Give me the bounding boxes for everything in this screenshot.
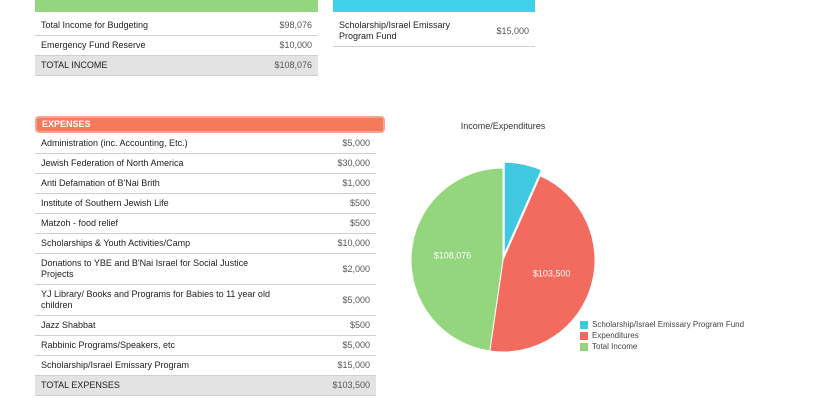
- fund-table: Scholarship/Israel Emissary Program Fund…: [333, 16, 535, 47]
- chart-title: Income/Expenditures: [461, 121, 546, 131]
- table-row: Donations to YBE and B'Nai Israel for So…: [35, 254, 376, 285]
- row-label: Scholarship/Israel Emissary Program: [41, 360, 190, 370]
- row-label: Anti Defamation of B'Nai Brith: [41, 178, 160, 188]
- row-amount: $5,000: [342, 294, 370, 305]
- table-row: YJ Library/ Books and Programs for Babie…: [35, 285, 376, 316]
- row-label: Administration (inc. Accounting, Etc.): [41, 138, 188, 148]
- row-amount: $10,000: [279, 40, 312, 50]
- row-label: Scholarships & Youth Activities/Camp: [41, 238, 191, 248]
- legend-swatch: [580, 343, 588, 351]
- table-row: TOTAL EXPENSES $103,500: [35, 376, 376, 396]
- row-amount: $1,000: [342, 178, 370, 188]
- legend-label: Total Income: [592, 342, 638, 351]
- row-label: Matzoh - food relief: [41, 218, 119, 228]
- row-amount: $98,076: [279, 20, 312, 30]
- legend-label: Scholarship/Israel Emissary Program Fund: [592, 320, 744, 329]
- row-amount: $500: [349, 218, 370, 228]
- fund-header: [333, 0, 535, 12]
- expenses-header: EXPENSES: [35, 116, 385, 133]
- pie-slice: [503, 161, 543, 255]
- row-label: Emergency Fund Reserve: [41, 40, 146, 50]
- row-amount: $15,000: [496, 25, 529, 36]
- row-amount: $10,000: [337, 238, 370, 248]
- row-amount: $2,000: [342, 263, 370, 274]
- table-row: Rabbinic Programs/Speakers, etc $5,000: [35, 336, 376, 356]
- pie-chart: Income/Expenditures $103,500 $108,076 Scho…: [410, 121, 744, 353]
- row-label: Institute of Southern Jewish Life: [41, 198, 169, 208]
- legend-label: Expenditures: [592, 331, 639, 340]
- table-row: Scholarship/Israel Emissary Program Fund…: [333, 16, 535, 47]
- row-label: TOTAL EXPENSES: [41, 380, 120, 390]
- income-header: [35, 0, 318, 12]
- row-label: Rabbinic Programs/Speakers, etc: [41, 340, 176, 350]
- row-amount: $5,000: [342, 138, 370, 148]
- pie-slice: [489, 175, 596, 353]
- table-row: Jazz Shabbat $500: [35, 316, 376, 336]
- table-row: Administration (inc. Accounting, Etc.) $5…: [35, 134, 376, 154]
- table-row: Scholarship/Israel Emissary Program $15,0…: [35, 356, 376, 376]
- row-amount: $108,076: [274, 60, 312, 70]
- pie-slice: [410, 167, 504, 352]
- expenses-title: EXPENSES: [42, 119, 91, 129]
- table-row: Emergency Fund Reserve $10,000: [35, 36, 318, 56]
- row-label: Jazz Shabbat: [41, 320, 96, 330]
- table-row: Scholarships & Youth Activities/Camp $10,…: [35, 234, 376, 254]
- legend-swatch: [580, 321, 588, 329]
- legend-swatch: [580, 332, 588, 340]
- row-label: Jewish Federation of North America: [41, 158, 184, 168]
- income-table: Total Income for Budgeting $98,076 Emergen…: [35, 16, 318, 76]
- slice-label: $103,500: [533, 268, 571, 278]
- row-amount: $5,000: [342, 340, 370, 350]
- row-amount: $500: [349, 320, 370, 330]
- row-amount: $30,000: [337, 158, 370, 168]
- row-label: Donations to YBE and B'Nai Israel for So…: [41, 258, 249, 279]
- row-label: Scholarship/Israel Emissary Program Fund: [339, 20, 451, 41]
- row-label: TOTAL INCOME: [41, 60, 108, 70]
- table-row: Institute of Southern Jewish Life $500: [35, 194, 376, 214]
- table-row: Anti Defamation of B'Nai Brith $1,000: [35, 174, 376, 194]
- row-amount: $500: [349, 198, 370, 208]
- row-label: Total Income for Budgeting: [41, 20, 149, 30]
- table-row: Total Income for Budgeting $98,076: [35, 16, 318, 36]
- row-amount: $15,000: [337, 360, 370, 370]
- table-row: TOTAL INCOME $108,076: [35, 56, 318, 76]
- expenses-table: Administration (inc. Accounting, Etc.) $5…: [35, 134, 376, 396]
- row-amount: $103,500: [332, 380, 370, 390]
- table-row: Matzoh - food relief $500: [35, 214, 376, 234]
- table-row: Jewish Federation of North America $30,00…: [35, 154, 376, 174]
- slice-label: $108,076: [434, 251, 472, 261]
- row-label: YJ Library/ Books and Programs for Babie…: [41, 289, 270, 310]
